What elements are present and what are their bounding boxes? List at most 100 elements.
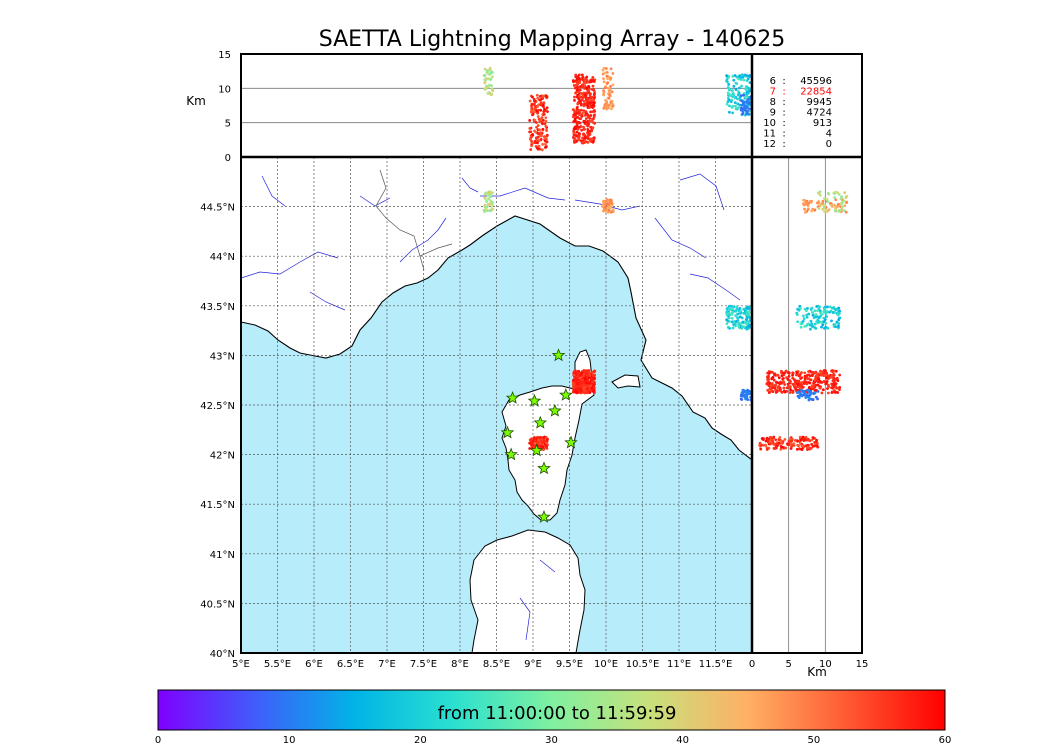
lightning-source (726, 326, 730, 329)
lightning-source-altitude (610, 107, 613, 111)
lightning-source-side (815, 320, 819, 323)
lightning-source-altitude (538, 98, 542, 102)
lightning-source (735, 307, 739, 311)
lightning-source-altitude (611, 72, 615, 75)
lightning-source-altitude (544, 95, 548, 99)
lightning-source-side (800, 448, 804, 451)
lightning-source-altitude (540, 134, 543, 138)
lightning-source (545, 441, 549, 445)
station-marker (533, 415, 548, 429)
lightning-source-side (829, 309, 833, 313)
lightning-source-altitude (585, 78, 588, 82)
station-marker (529, 443, 544, 457)
stats-key: 7 (770, 87, 776, 98)
station-marker (504, 447, 518, 461)
lightning-source-altitude (734, 88, 738, 91)
lightning-source-altitude (592, 121, 595, 125)
latitude-tick-label: 44.5°N (200, 203, 235, 214)
lightning-source (536, 440, 540, 444)
lightning-source-altitude (542, 112, 546, 116)
longitude-tick-label: 6.5°E (337, 659, 364, 670)
lightning-source (734, 314, 738, 318)
lightning-source-altitude (538, 94, 542, 98)
stats-key: 8 (770, 97, 776, 108)
lightning-source-altitude (607, 103, 611, 107)
lightning-source-altitude (587, 129, 591, 133)
lightning-source (592, 377, 596, 381)
lightning-source-altitude (578, 99, 582, 102)
lightning-source-side (766, 376, 770, 380)
altitude-tick-label: 10 (218, 84, 231, 95)
lightning-source-side (810, 209, 814, 213)
lightning-source-altitude (573, 95, 576, 99)
lightning-source-side (779, 387, 782, 391)
lightning-source-altitude (742, 93, 746, 97)
lightning-source-side (767, 391, 771, 394)
lightning-source-altitude (489, 77, 493, 81)
lightning-source (727, 316, 731, 320)
lightning-source-side (775, 444, 779, 448)
lightning-source-altitude (591, 117, 594, 121)
lightning-source-side (770, 370, 774, 374)
lightning-source-altitude (588, 87, 591, 91)
lightning-source-altitude (535, 125, 538, 129)
lightning-source (609, 198, 613, 202)
lightning-source-altitude (576, 102, 580, 106)
latitude-tick-label: 42°N (210, 451, 235, 462)
lightning-source-altitude (607, 96, 611, 100)
lightning-source-side (799, 325, 803, 329)
lightning-source-altitude (742, 78, 746, 82)
lightning-source-altitude (590, 95, 594, 99)
lightning-source (580, 372, 583, 375)
lightning-source-altitude (738, 74, 741, 78)
colorbar-tick-label: 0 (155, 735, 161, 746)
stats-value: 45596 (800, 76, 832, 87)
lightning-source-side (817, 377, 821, 381)
lightning-source-altitude (579, 125, 583, 128)
lightning-source-altitude (746, 109, 749, 113)
lightning-source-side (842, 209, 846, 213)
lightning-source-side (837, 209, 841, 213)
lightning-source-side (843, 191, 847, 195)
lightning-source (741, 392, 745, 395)
lightning-source-altitude (588, 138, 592, 142)
lightning-source-side (805, 313, 809, 317)
lightning-source (741, 388, 745, 392)
lightning-source-altitude (580, 114, 584, 118)
lightning-source-altitude (530, 109, 533, 112)
lightning-source-altitude (582, 119, 586, 123)
lightning-source-side (806, 388, 809, 392)
lightning-source-altitude (577, 132, 581, 135)
lightning-source-side (837, 202, 840, 206)
lightning-source-side (798, 435, 802, 439)
lightning-source-side (808, 381, 812, 385)
lightning-source-side (779, 439, 783, 443)
lightning-source (609, 210, 613, 214)
lightning-source-altitude (536, 96, 540, 100)
lightning-source-side (817, 316, 821, 320)
lightning-source-altitude (606, 81, 610, 85)
lightning-source (539, 437, 543, 441)
lightning-source (490, 203, 494, 207)
lightning-source-altitude (573, 139, 576, 143)
lightning-source-altitude (486, 69, 489, 72)
altitude-panel-bg (241, 54, 752, 157)
lightning-source-altitude (537, 147, 541, 151)
lightning-source-altitude (588, 96, 591, 100)
lightning-source-side (770, 383, 774, 387)
lightning-source-altitude (583, 128, 587, 131)
lightning-source-altitude (582, 104, 586, 108)
lightning-source (586, 379, 590, 383)
lightning-source (747, 320, 751, 324)
lightning-source (533, 442, 537, 445)
lightning-source-altitude (583, 84, 587, 87)
lightning-source-altitude (483, 67, 487, 71)
longitude-tick-label: 5.5°E (264, 659, 291, 670)
lightning-source (729, 304, 732, 308)
lightning-source-side (824, 381, 828, 384)
lightning-source-side (777, 438, 781, 441)
lightning-source-side (826, 305, 829, 309)
lightning-source-altitude (748, 87, 751, 91)
lightning-source-side (772, 446, 776, 450)
